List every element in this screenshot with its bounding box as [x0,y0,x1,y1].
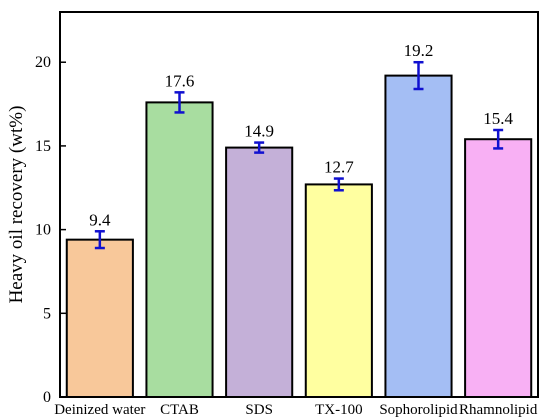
value-labels: 9.4 17.6 14.9 12.7 19.2 15.4 [89,41,513,229]
value-label: 9.4 [89,210,111,229]
plot-frame [59,11,539,398]
category-label: Deinized water [54,402,145,418]
bar [384,74,453,398]
y-tick-label: 15 [35,138,51,155]
category-label: Rhamnolipid [459,402,538,418]
y-tick-label: 10 [35,222,51,239]
value-label: 15.4 [483,109,513,128]
bar [304,183,373,398]
bar [65,238,134,398]
value-label: 12.7 [324,158,354,177]
bars [65,60,533,399]
value-label: 19.2 [404,41,434,60]
y-tick-label: 20 [35,54,51,71]
y-axis-title: Heavy oil recovery (wt%) [6,106,27,304]
bar [145,101,214,399]
category-label: Sophorolipid [379,402,458,418]
y-tick-label: 5 [43,305,51,322]
category-label: TX-100 [315,402,363,418]
y-axis-ticks: 0 5 10 15 20 [35,54,66,406]
category-label: SDS [245,402,273,418]
bar [225,146,294,398]
category-label: CTAB [160,402,199,418]
value-label: 14.9 [244,122,274,141]
y-tick-label: 0 [43,389,51,406]
bar [464,138,533,399]
value-label: 17.6 [165,71,195,90]
category-labels: Deinized water CTAB SDS TX-100 Sophorolipid R… [54,402,538,418]
